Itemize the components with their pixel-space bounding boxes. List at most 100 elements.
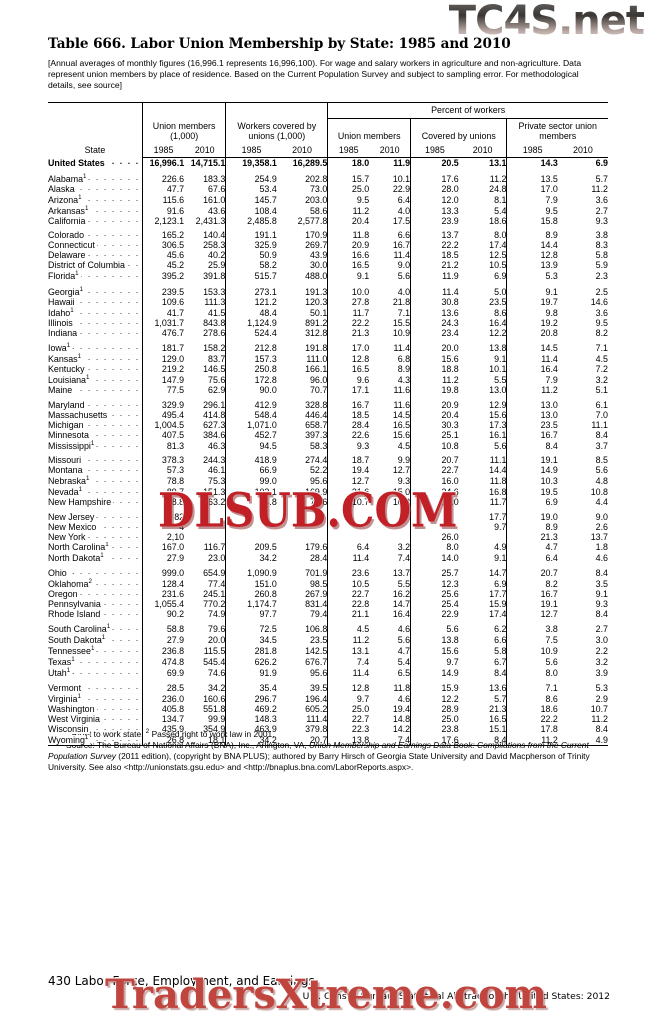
data-cell: 8.4 [595,608,608,619]
data-cell: 5.4 [397,657,411,668]
state-label: New Mexico [48,521,99,532]
table-row: . . . . . . . . . . . . . . . . . . . . … [48,667,608,679]
data-cell: 142.5 [305,646,328,657]
data-cell: 21.3 [506,531,558,542]
state-name-cell: . . . . . . . . . . . . . . . . . . . . … [48,703,142,714]
data-cell: 12.7 [327,475,370,487]
data-cell: 463.9 [225,723,277,734]
data-cell: 10.0 [327,281,370,297]
state-label: Illinois [48,317,75,328]
data-cell: 79.4 [310,608,328,619]
state-label: Iowa1 [48,342,73,354]
table-row: . . . . . . . . . . . . . . . . . . . . … [48,521,608,532]
data-cell: 9.7 [410,656,459,668]
data-cell: 77.5 [141,385,185,396]
data-cell: 395.2 [141,270,185,282]
data-cell: 9.1 [595,588,608,599]
data-cell: 22.8 [327,598,370,609]
data-cell: 24.6 [410,486,459,497]
state-name-cell: . . . . . . . . . . . . . . . . . . . . … [48,542,142,553]
data-cell: 23.5 [310,635,328,646]
data-cell: 4.6 [397,624,411,635]
table-row: . . . . . . . . . . . . . . . . . . . . … [48,552,608,564]
data-cell: 22.9 [410,608,459,619]
data-cell: 16.0 [410,475,459,487]
data-cell: 20.4 [410,409,459,420]
data-cell: 9.1 [327,270,370,282]
data-cell: 3.9 [595,668,608,679]
data-cell: 19,358.1 [225,157,277,169]
state-label: Arkansas1 [48,204,91,216]
data-cell: 22.6 [327,429,370,440]
data-cell: 6.4 [327,541,370,553]
state-label: South Carolina1 [48,623,113,635]
data-cell: 231.6 [141,588,185,599]
data-cell: 10.5 [327,577,370,589]
data-cell: 11.2 [506,733,558,746]
data-cell: 11.4 [410,281,459,297]
state-name-cell: . . . . . . . . . . . . . . . . . . . . … [48,440,142,451]
data-cell [184,507,226,522]
data-cell: 1,055.4 [141,598,185,609]
data-cell: 18.6 [506,703,558,714]
state-label: Massachusetts [48,409,110,420]
year-col-10: 2010 [557,143,608,159]
table-row: . . . . . . . . . . . . . . . . . . . . … [48,306,608,318]
leader-dots: . . . . . . . . . . . . . . . . . . . . … [56,531,140,540]
data-cell: 236.0 [141,692,185,704]
table-row: . . . . . . . . . . . . . . . . . . . . … [48,240,608,251]
data-cell: 474.8 [141,656,185,668]
footnote-marker: 1 [66,667,71,675]
data-cell [369,522,410,532]
state-label: California [48,215,88,226]
data-cell: 16.5 [327,364,370,375]
data-cell: 12.7 [506,608,558,619]
table-row: . . . . . . . . . . . . . . . . . . . . … [48,439,608,451]
footnote-marker: 1 [70,306,74,314]
data-cell: 28.5 [141,678,185,693]
data-cell: 19.7 [506,296,558,307]
state-name-cell: . . . . . . . . . . . . . . . . . . . . … [48,619,142,635]
year-col-9: 1985 [506,143,558,159]
data-cell: 325.9 [225,240,277,251]
data-cell: 5.3 [506,270,558,282]
state-name-cell: . . . . . . . . . . . . . . . . . . . . … [48,260,142,271]
data-cell: 82 [141,507,185,522]
data-cell: 151.0 [225,577,277,589]
data-cell: 153.3 [203,286,226,297]
data-cell: 160.6 [203,693,226,704]
state-label: Montana [48,465,85,476]
data-cell: 89.7 [141,486,185,497]
data-cell: 2.6 [595,521,608,532]
data-cell: 548.4 [225,409,277,420]
data-cell: 11.7 [327,306,370,318]
data-cell: 99.9 [208,713,226,724]
table-row: . . . . . . . . . . . . . . . . . . . . … [48,678,608,693]
data-cell: 658.7 [305,419,328,430]
data-cell: 129.0 [141,353,185,365]
data-cell: 140.4 [203,230,226,241]
data-cell: 75.3 [208,476,226,487]
state-name-cell: . . . . . . . . . . . . . . . . . . . . … [48,563,142,578]
data-cell: 58.6 [310,205,328,216]
data-cell: 12.2 [489,327,507,338]
data-cell: 8.4 [595,567,608,578]
data-cell: 11.6 [393,385,411,396]
state-name-cell: . . . . . . . . . . . . . . . . . . . . … [48,667,142,679]
data-cell: 28.4 [310,553,328,564]
data-cell: 281.8 [225,645,277,657]
data-cell: 72.5 [225,618,277,635]
state-label: Florida1 [48,270,81,282]
data-cell: 97.7 [225,608,277,619]
data-cell: 15.6 [410,353,459,365]
data-cell: 1,090.9 [225,563,277,578]
data-cell: 16.8 [489,487,507,497]
table-row: . . . . . . . . . . . . . . . . . . . . … [48,419,608,430]
data-cell: 5.6 [506,656,558,668]
leader-dots: . . . . . . . . . . . . . . . . . . . . … [56,475,140,485]
data-cell: 244.3 [203,455,226,466]
data-cell: 10.1 [392,173,411,184]
data-cell: 17.6 [410,733,459,746]
table-row: . . . . . . . . . . . . . . . . . . . . … [48,364,608,375]
state-name-cell: . . . . . . . . . . . . . . . . . . . . … [48,281,142,297]
